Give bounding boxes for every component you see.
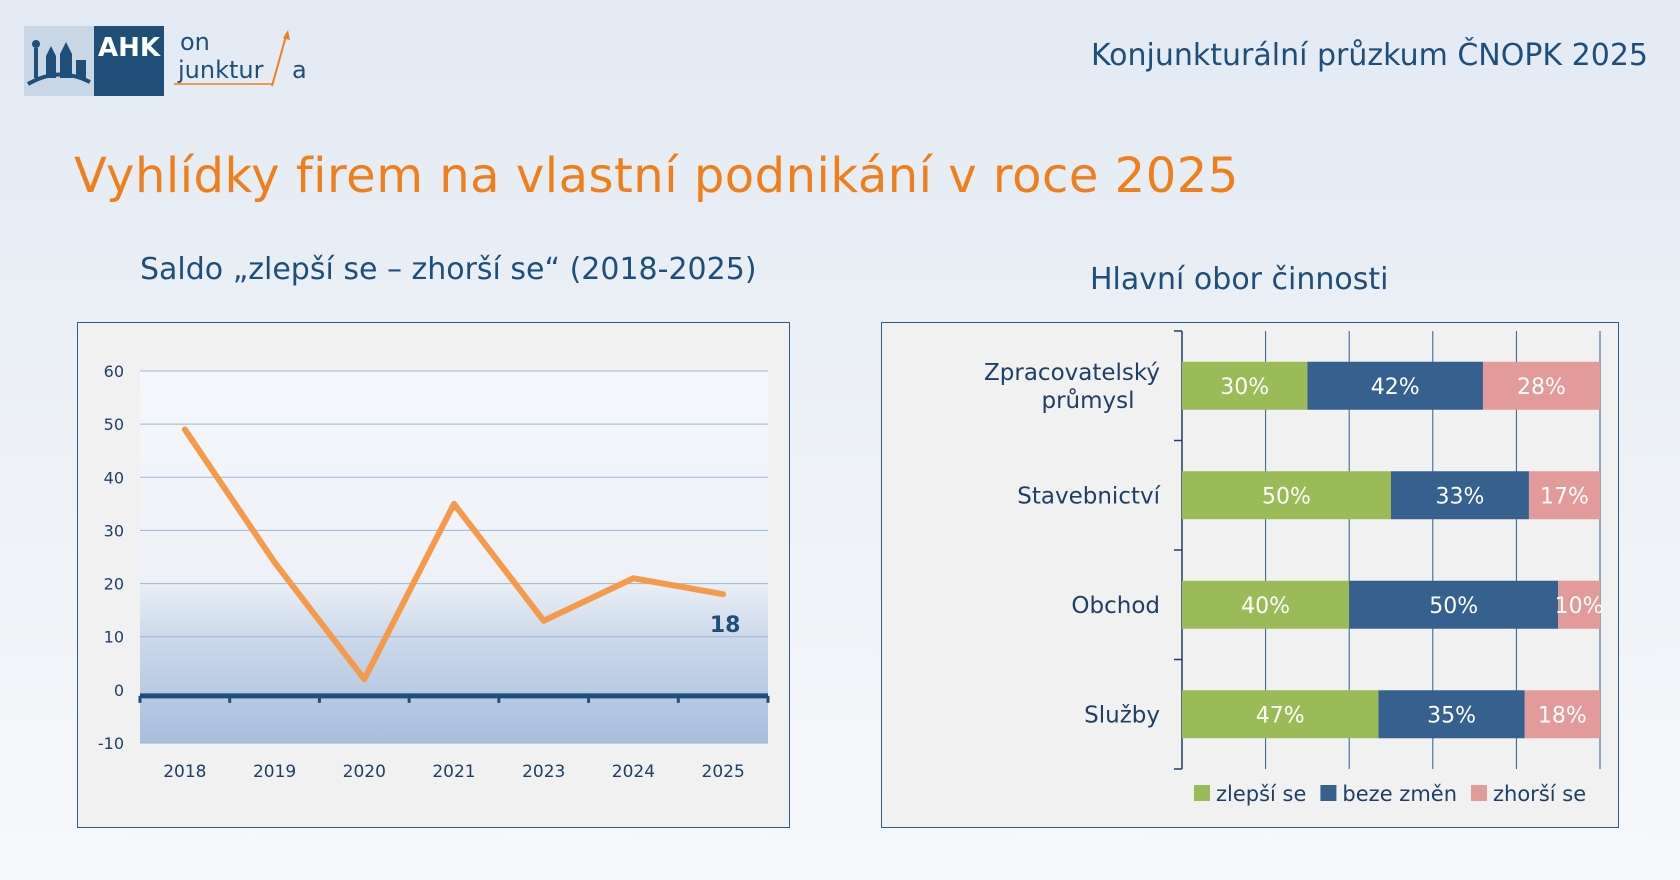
category-label: Obchod — [1071, 593, 1160, 619]
bar-data-label: 28% — [1517, 375, 1566, 400]
y-tick-label: -10 — [98, 734, 124, 753]
page-title: Vyhlídky firem na vlastní podnikání v ro… — [74, 148, 1239, 204]
category-label: Stavebnictví — [1017, 483, 1160, 509]
y-tick-label: 40 — [104, 468, 124, 487]
bar-segment — [1182, 361, 1308, 410]
logo-a-text: a — [292, 56, 307, 84]
bar-data-label: 35% — [1427, 703, 1476, 728]
data-label-last: 18 — [710, 613, 741, 638]
bar-segment — [1378, 690, 1525, 739]
bar-segment — [1391, 471, 1529, 520]
line-chart-title: Saldo „zlepší se – zhorší se“ (2018-2025… — [140, 252, 757, 287]
logo-ahk-text: AHK — [98, 33, 161, 63]
data-point — [721, 592, 726, 597]
category-label: Zpracovatelský — [984, 360, 1160, 386]
y-tick-label: 0 — [114, 681, 124, 700]
bar-data-label: 17% — [1540, 484, 1589, 509]
data-point — [452, 501, 456, 506]
line-chart: 60 50 40 30 20 10 0 -10 2018 2019 2020 2021 2023 202… — [98, 362, 770, 782]
logo-arrow-icon — [271, 35, 287, 87]
bar-chart-title: Hlavní obor činnosti — [1090, 262, 1389, 297]
bar-segment — [1482, 361, 1600, 410]
y-tick-label: 20 — [104, 575, 124, 594]
data-point — [182, 427, 187, 432]
x-tick-label: 2018 — [163, 762, 206, 782]
x-tick-label: 2025 — [702, 762, 745, 782]
category-label-line2: průmysl — [1041, 387, 1134, 414]
x-tick-label: 2019 — [253, 762, 296, 782]
bar-segment — [1349, 580, 1559, 629]
stacked-bar-chart: 30% 42% 28% 50% 33% 17% 40% 50% 10% 47% 35% 18% Zpr… — [984, 330, 1604, 806]
line-chart-panel: 60 50 40 30 20 10 0 -10 2018 2019 2020 2021 2023 202… — [77, 322, 790, 828]
bar-segment — [1182, 690, 1379, 739]
bar-segment — [1182, 580, 1350, 629]
plot-area — [140, 371, 768, 743]
ahk-logo: AHK on junktur a — [24, 26, 307, 96]
bar-segment — [1528, 471, 1600, 520]
y-tick-label: 50 — [104, 415, 124, 434]
data-point — [631, 576, 636, 581]
y-tick-label: 30 — [104, 521, 124, 540]
bar-data-label: 50% — [1262, 484, 1311, 509]
logo-arrowhead-icon — [283, 30, 290, 40]
legend-swatch — [1194, 785, 1210, 801]
bar-segment — [1307, 361, 1483, 410]
y-tick-label: 60 — [104, 362, 124, 381]
data-point — [362, 677, 367, 682]
data-point — [272, 560, 277, 565]
y-tick-label: 10 — [104, 628, 124, 647]
x-tick-label: 2021 — [432, 762, 475, 782]
legend-swatch — [1471, 785, 1487, 801]
bar-data-label: 18% — [1538, 703, 1587, 728]
logo-junktur-text: junktur — [177, 56, 264, 84]
bar-data-label: 47% — [1256, 703, 1305, 728]
bar-data-label: 10% — [1555, 594, 1604, 619]
x-tick-label: 2024 — [612, 762, 655, 782]
bar-segment — [1182, 471, 1391, 520]
data-point — [541, 618, 546, 623]
x-tick-label: 2023 — [522, 762, 565, 782]
bar-segment — [1558, 580, 1600, 629]
legend-label: beze změn — [1342, 782, 1457, 806]
category-label: Služby — [1084, 702, 1160, 728]
bar-data-label: 50% — [1429, 594, 1478, 619]
legend-label: zhorší se — [1493, 782, 1586, 806]
legend-label: zlepší se — [1216, 782, 1306, 806]
legend-swatch — [1320, 785, 1337, 801]
x-tick-label: 2020 — [343, 762, 386, 782]
bar-data-label: 33% — [1436, 484, 1485, 509]
bar-data-label: 40% — [1241, 594, 1290, 619]
bar-segment — [1524, 690, 1600, 739]
logo-on-text: on — [180, 28, 210, 56]
report-title: Konjunkturální průzkum ČNOPK 2025 — [1090, 38, 1648, 73]
bar-data-label: 30% — [1220, 375, 1269, 400]
bar-chart-panel: 30% 42% 28% 50% 33% 17% 40% 50% 10% 47% 35% 18% Zpr… — [881, 322, 1619, 828]
bar-data-label: 42% — [1371, 375, 1420, 400]
